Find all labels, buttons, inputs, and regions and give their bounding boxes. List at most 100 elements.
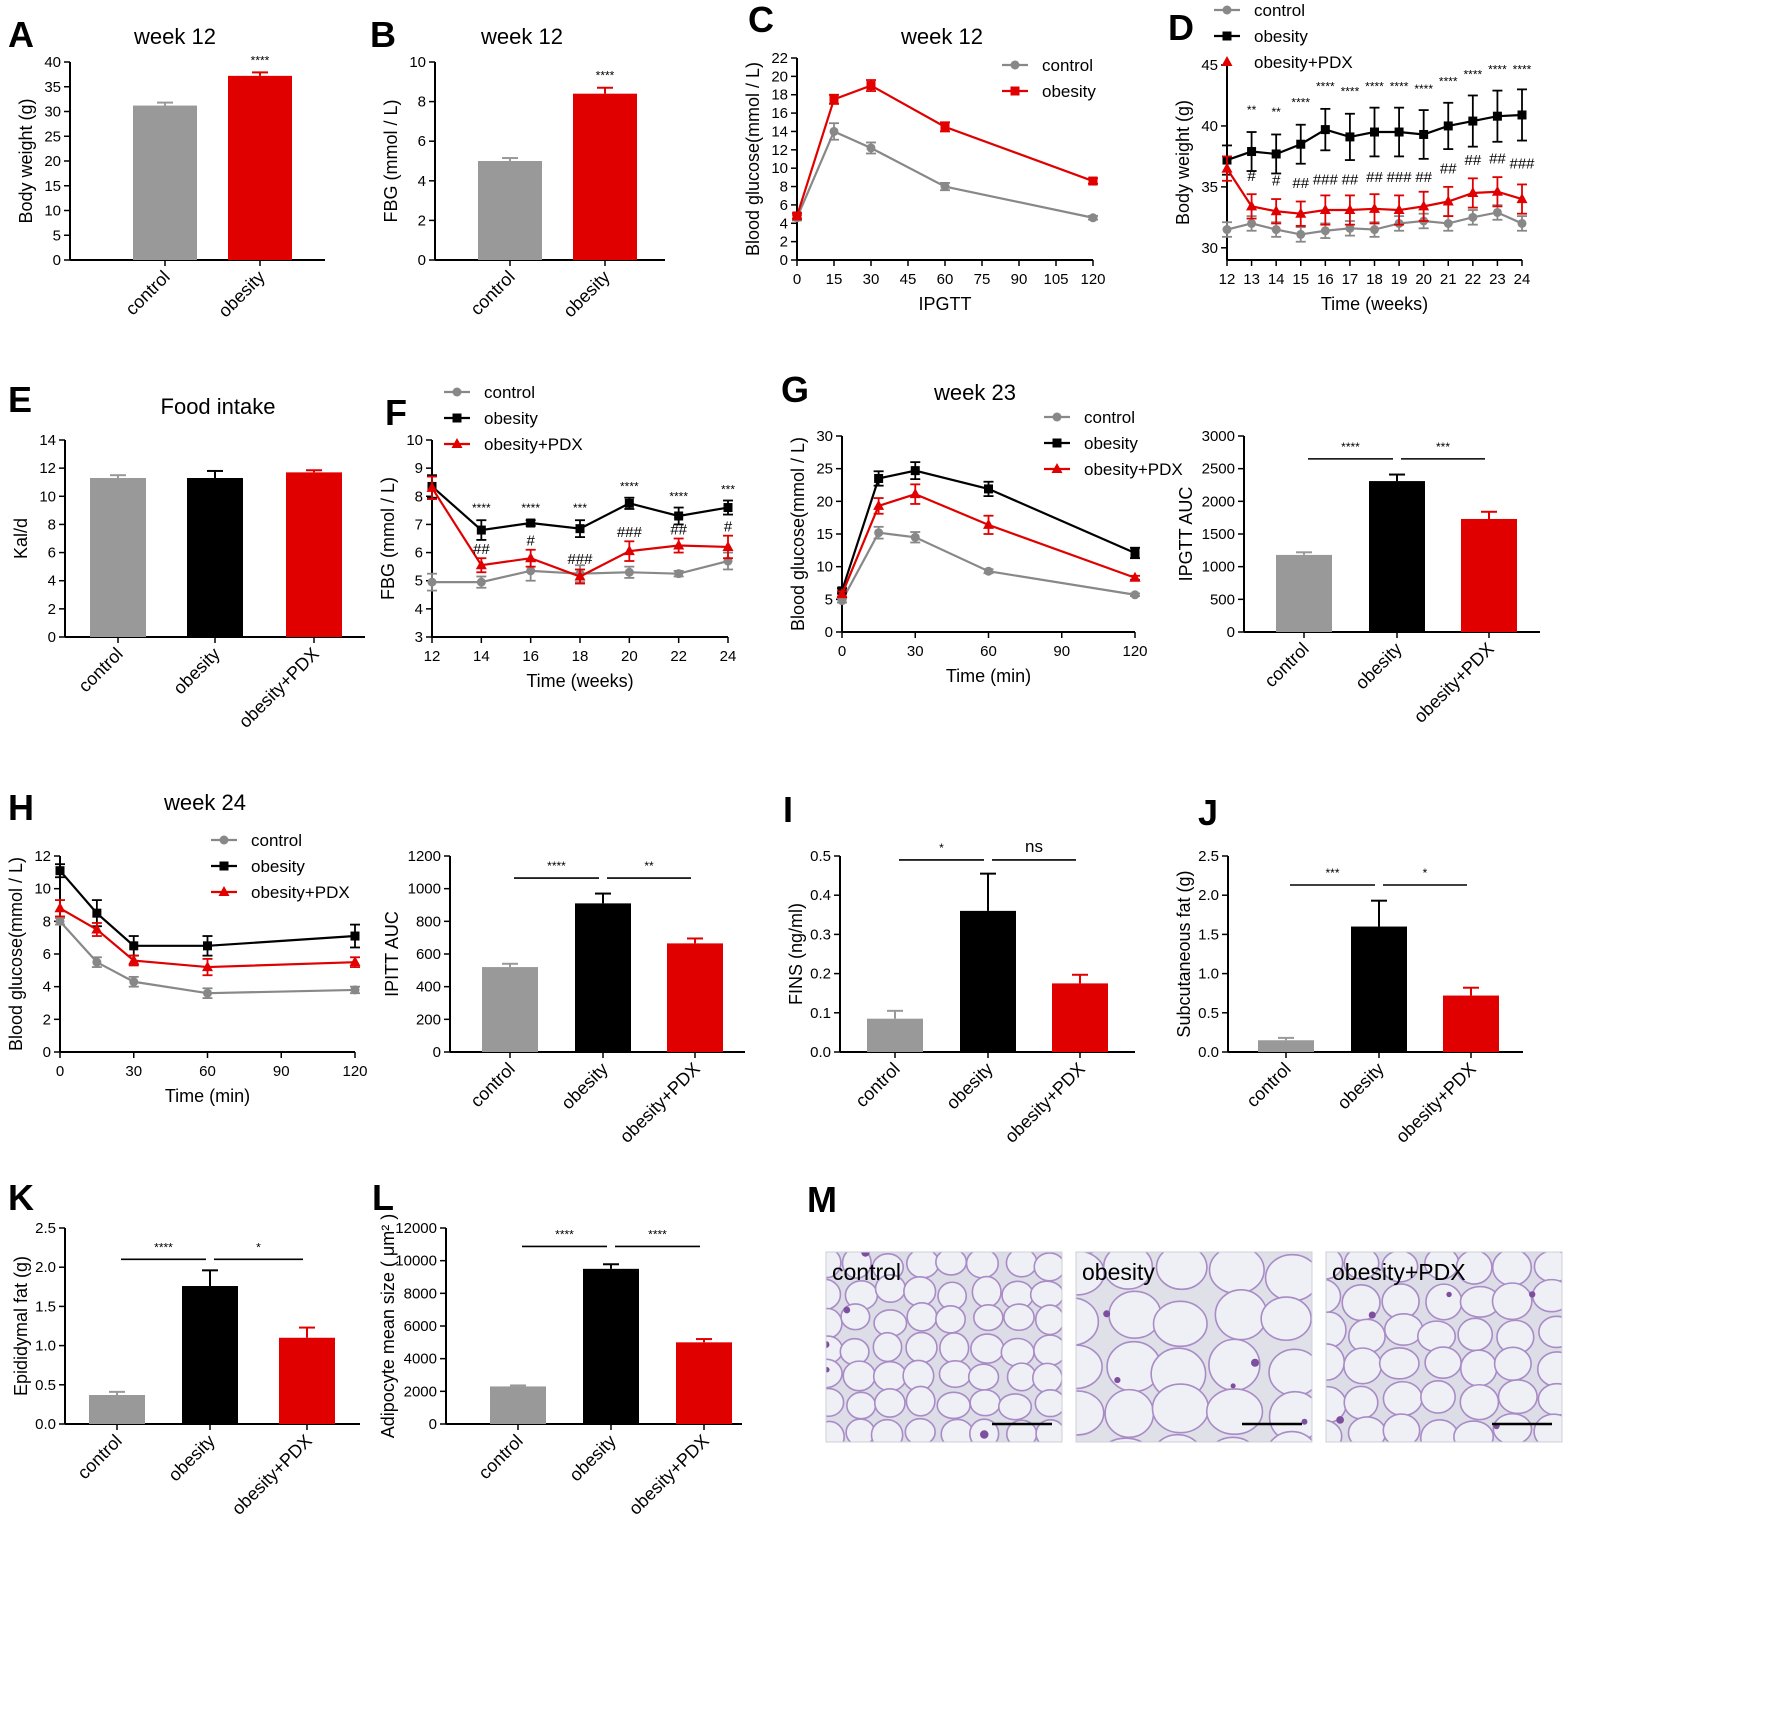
adipocyte [1425, 1213, 1461, 1248]
y-axis-label: Blood glucose(mmol / L) [743, 62, 763, 256]
data-point [129, 977, 139, 987]
adipocyte-cells [826, 1252, 1062, 1442]
adipocyte [1536, 1351, 1562, 1388]
adipocyte [1570, 1314, 1606, 1346]
x-tick-label: 90 [1011, 271, 1028, 288]
x-tick-label: 16 [522, 648, 539, 665]
data-point [1442, 195, 1454, 206]
x-tick-label: 18 [572, 648, 589, 665]
significance-label: ### [567, 551, 593, 568]
data-point [92, 957, 102, 967]
adipocyte [1381, 1213, 1419, 1249]
chart-D: D 30 35 40 45 12 13 14 15 16 17 18 19 20 21 22 23 24 Body … [1168, 1, 1535, 314]
chart-G2: 0 500 1000 1500 2000 2500 3000 IPGTT AUC control… [1176, 428, 1540, 727]
adipocyte [1326, 1252, 1344, 1280]
data-point [1270, 205, 1282, 216]
y-tick-label: 8 [780, 179, 788, 196]
adipocyte [1152, 1300, 1208, 1348]
x-tick-label: obesity [559, 267, 613, 321]
y-axis-label: FBG (mmol / L) [378, 477, 398, 600]
significance-label: **** [547, 859, 566, 873]
legend-label: obesity+PDX [251, 883, 350, 902]
adipocyte [1571, 1415, 1606, 1449]
data-point [1088, 213, 1098, 223]
data-point [349, 956, 361, 967]
x-axis-label: Time (weeks) [1321, 294, 1428, 314]
nucleus [1230, 1383, 1236, 1389]
adipocyte [935, 1252, 968, 1276]
adipocyte [1155, 1252, 1208, 1291]
adipocyte-cells [1076, 1204, 1312, 1442]
chart-title: week 12 [133, 24, 216, 49]
adipocyte [1157, 1433, 1198, 1442]
bar [676, 1342, 732, 1424]
y-tick-label: 6 [48, 545, 56, 562]
data-point [1052, 438, 1062, 448]
adipocyte [1552, 1252, 1559, 1253]
data-point [427, 577, 437, 587]
y-tick-label: 600 [416, 946, 441, 963]
x-tick-label: 20 [621, 648, 638, 665]
image-border [825, 1251, 1063, 1443]
data-point [1419, 129, 1429, 139]
x-tick-label: obesity+PDX [228, 1431, 316, 1519]
data-point [475, 559, 487, 570]
legend-label: obesity+PDX [484, 435, 583, 454]
series-line [795, 129, 1094, 219]
y-tick-label: 5 [53, 227, 61, 244]
y-tick-label: 16 [771, 105, 788, 122]
significance-label: **** [1414, 82, 1433, 96]
adipocyte [1031, 1362, 1062, 1394]
adipocyte [1208, 1252, 1265, 1295]
x-tick-label: 105 [1043, 271, 1068, 288]
bar [1351, 926, 1407, 1052]
y-axis-label: IPGTT AUC [1176, 487, 1196, 582]
adipocyte [1108, 1290, 1162, 1339]
nucleus [1301, 1418, 1308, 1425]
y-tick-label: 0.0 [1198, 1044, 1219, 1061]
panel-label: A [8, 14, 34, 55]
data-point [983, 518, 994, 529]
adipocyte [1076, 1297, 1100, 1346]
adipocyte [1104, 1388, 1155, 1439]
legend-label: obesity [251, 857, 305, 876]
significance-label: ## [1489, 151, 1506, 168]
y-tick-label: 4 [43, 979, 51, 996]
nucleus [1114, 1376, 1121, 1384]
adipocyte [1205, 1388, 1264, 1436]
y-tick-label: 20 [816, 493, 833, 510]
y-tick-label: 2000 [1202, 493, 1235, 510]
data-point [1051, 463, 1063, 473]
panel-label: E [8, 379, 32, 420]
x-tick-label: 24 [720, 648, 737, 665]
bar [90, 477, 146, 637]
chart-title: week 23 [933, 380, 1016, 405]
adipocyte [1005, 1252, 1038, 1278]
adipocyte [870, 1418, 904, 1442]
adipocyte [1531, 1278, 1562, 1313]
data-point [984, 484, 993, 494]
significance-label: **** [596, 69, 615, 83]
adipocyte [1153, 1204, 1204, 1250]
data-point [873, 499, 885, 510]
y-tick-label: 0.4 [810, 887, 831, 904]
significance-label: *** [1325, 866, 1339, 880]
significance-label: **** [1291, 95, 1310, 109]
series-line [841, 531, 1136, 602]
data-point [1296, 229, 1306, 239]
legend-label: control [1254, 1, 1305, 20]
y-tick-label: 0 [1227, 624, 1235, 641]
nucleus [826, 1367, 830, 1373]
x-tick-label: 60 [199, 1063, 216, 1080]
y-axis-label: Body weight (g) [1173, 100, 1193, 225]
y-tick-label: 4 [48, 573, 56, 590]
bar [286, 472, 342, 637]
significance-label: **** [1316, 80, 1335, 94]
y-tick-label: 2.0 [35, 1259, 56, 1276]
x-tick-label: 0 [838, 643, 846, 660]
adipocyte [906, 1252, 940, 1279]
y-tick-label: 400 [416, 979, 441, 996]
chart-K: K 0.0 0.5 1.0 1.5 2.0 2.5 Epididymal fat (g) con… [8, 1177, 360, 1519]
